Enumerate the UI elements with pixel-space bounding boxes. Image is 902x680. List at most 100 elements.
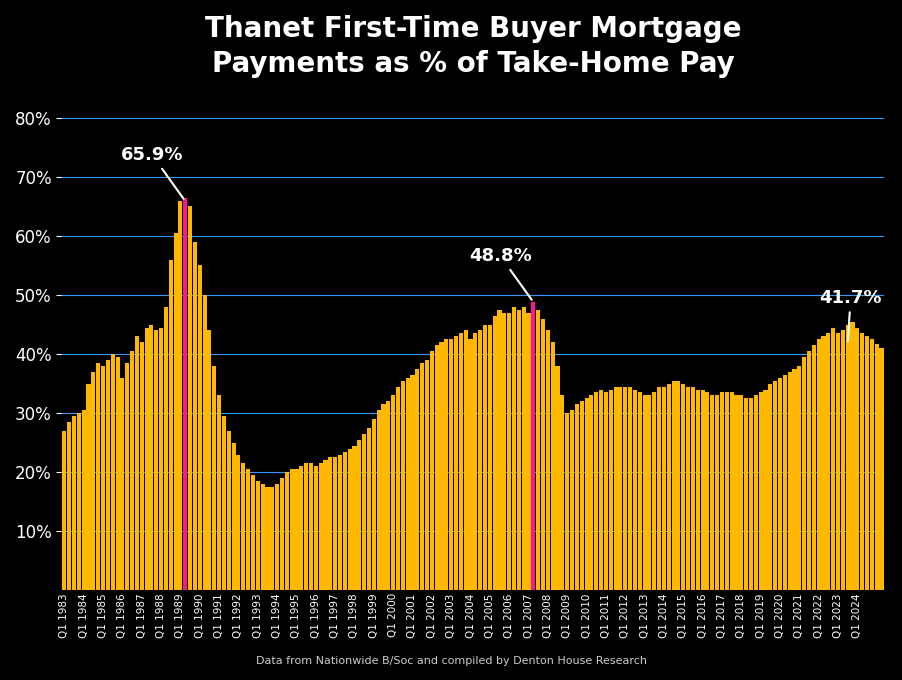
Bar <box>594 392 598 590</box>
Text: 48.8%: 48.8% <box>469 247 532 300</box>
Bar <box>671 381 676 590</box>
Bar <box>338 454 342 590</box>
Bar <box>628 387 632 590</box>
Bar <box>478 330 483 590</box>
Bar <box>855 328 860 590</box>
Bar <box>435 345 438 590</box>
Bar <box>609 390 612 590</box>
Bar <box>217 396 221 590</box>
Bar <box>111 354 115 590</box>
Bar <box>793 369 796 590</box>
Bar <box>459 333 463 590</box>
Bar <box>580 401 584 590</box>
Bar <box>642 396 647 590</box>
Bar <box>531 302 536 590</box>
Bar <box>82 410 86 590</box>
Bar <box>72 416 76 590</box>
Bar <box>603 392 608 590</box>
Bar <box>280 478 284 590</box>
Bar <box>619 387 622 590</box>
Bar <box>875 344 879 590</box>
Bar <box>410 375 415 590</box>
Bar <box>173 233 178 590</box>
Bar <box>67 422 71 590</box>
Bar <box>550 342 555 590</box>
Bar <box>140 342 143 590</box>
Bar <box>101 366 106 590</box>
Bar <box>584 398 589 590</box>
Bar <box>536 310 540 590</box>
Bar <box>502 313 506 590</box>
Bar <box>870 339 874 590</box>
Bar <box>807 351 811 590</box>
Bar <box>483 324 487 590</box>
Bar <box>357 440 362 590</box>
Bar <box>468 339 473 590</box>
Bar <box>198 265 202 590</box>
Bar <box>130 351 134 590</box>
Bar <box>724 392 729 590</box>
Bar <box>164 307 168 590</box>
Bar <box>396 387 400 590</box>
Title: Thanet First-Time Buyer Mortgage
Payments as % of Take-Home Pay: Thanet First-Time Buyer Mortgage Payment… <box>205 15 741 78</box>
Bar <box>353 445 356 590</box>
Bar <box>701 390 704 590</box>
Bar <box>367 428 371 590</box>
Bar <box>328 458 332 590</box>
Bar <box>429 351 434 590</box>
Bar <box>377 410 381 590</box>
Bar <box>386 401 391 590</box>
Bar <box>570 410 574 590</box>
Bar <box>720 392 724 590</box>
Bar <box>715 396 719 590</box>
Bar <box>826 333 831 590</box>
Bar <box>695 390 700 590</box>
Bar <box>589 396 594 590</box>
Bar <box>87 384 90 590</box>
Bar <box>106 360 110 590</box>
Bar <box>203 295 207 590</box>
Bar <box>648 396 651 590</box>
Bar <box>154 330 158 590</box>
Bar <box>391 396 395 590</box>
Bar <box>183 198 188 590</box>
Bar <box>773 381 778 590</box>
Bar <box>125 363 129 590</box>
Bar <box>193 242 197 590</box>
Bar <box>836 333 840 590</box>
Bar <box>304 463 308 590</box>
Bar <box>638 392 642 590</box>
Text: 65.9%: 65.9% <box>121 146 184 199</box>
Bar <box>787 372 792 590</box>
Bar <box>150 324 153 590</box>
Bar <box>841 330 845 590</box>
Bar <box>797 366 801 590</box>
Bar <box>420 363 424 590</box>
Bar <box>541 319 545 590</box>
Bar <box>710 396 714 590</box>
Bar <box>488 324 492 590</box>
Bar <box>232 443 235 590</box>
Bar <box>686 387 690 590</box>
Bar <box>744 398 748 590</box>
Bar <box>556 366 559 590</box>
Bar <box>740 396 743 590</box>
Bar <box>343 452 347 590</box>
Bar <box>613 387 618 590</box>
Bar <box>759 392 763 590</box>
Bar <box>299 466 303 590</box>
Bar <box>439 342 444 590</box>
Bar <box>256 481 260 590</box>
Bar <box>445 339 448 590</box>
Bar <box>749 398 753 590</box>
Bar <box>851 322 854 590</box>
Bar <box>275 484 280 590</box>
Bar <box>527 313 530 590</box>
Bar <box>763 390 768 590</box>
Text: 41.7%: 41.7% <box>819 289 882 341</box>
Bar <box>623 387 627 590</box>
Bar <box>769 384 772 590</box>
Bar <box>246 469 250 590</box>
Bar <box>521 307 526 590</box>
Bar <box>347 449 352 590</box>
